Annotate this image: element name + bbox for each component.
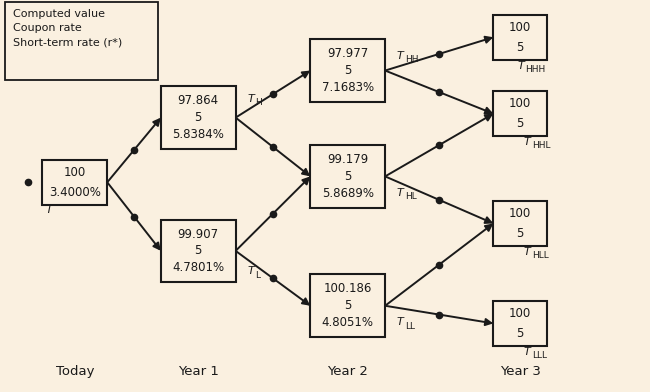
Text: HH: HH <box>405 55 419 64</box>
Bar <box>161 220 235 282</box>
Text: HL: HL <box>405 192 417 201</box>
Text: 97.864: 97.864 <box>177 94 219 107</box>
Text: L: L <box>255 271 261 279</box>
Bar <box>493 201 547 246</box>
Bar <box>42 160 107 205</box>
Text: $\mathregular{T}$: $\mathregular{T}$ <box>247 92 257 104</box>
Text: H: H <box>255 98 262 107</box>
Text: 99.179: 99.179 <box>327 153 369 166</box>
Bar <box>311 39 385 102</box>
Text: $\mathregular{T}$: $\mathregular{T}$ <box>523 245 533 257</box>
Text: 5: 5 <box>344 64 352 77</box>
Text: $\mathregular{T}$: $\mathregular{T}$ <box>517 59 526 71</box>
Text: $\mathregular{T}$: $\mathregular{T}$ <box>247 265 257 276</box>
Bar <box>493 91 547 136</box>
Text: Computed value
Coupon rate
Short-term rate (r*): Computed value Coupon rate Short-term ra… <box>13 9 122 48</box>
Bar <box>161 86 235 149</box>
Text: $\mathregular{T}$: $\mathregular{T}$ <box>396 316 406 327</box>
Bar <box>493 15 547 60</box>
Text: 5: 5 <box>516 227 524 240</box>
Bar <box>311 274 385 337</box>
Text: Year 1: Year 1 <box>178 365 218 378</box>
Text: 5: 5 <box>194 111 202 124</box>
Text: 4.7801%: 4.7801% <box>172 261 224 274</box>
Text: HHH: HHH <box>525 65 545 74</box>
Text: HHL: HHL <box>532 142 550 150</box>
Bar <box>311 145 385 208</box>
Text: 5.8384%: 5.8384% <box>172 128 224 141</box>
Text: 5: 5 <box>516 41 524 54</box>
Text: 100: 100 <box>509 207 531 220</box>
Text: 5: 5 <box>344 299 352 312</box>
Bar <box>493 301 547 346</box>
Text: HLL: HLL <box>532 251 549 260</box>
Text: 100.186: 100.186 <box>324 282 372 296</box>
Text: T: T <box>46 205 52 215</box>
Text: 5.8689%: 5.8689% <box>322 187 374 200</box>
Text: LL: LL <box>405 322 415 330</box>
Text: 5: 5 <box>516 327 524 340</box>
Text: Year 3: Year 3 <box>500 365 540 378</box>
Text: 5: 5 <box>516 117 524 131</box>
Text: 100: 100 <box>509 20 531 34</box>
Text: 4.8051%: 4.8051% <box>322 316 374 329</box>
Text: LLL: LLL <box>532 351 547 360</box>
Text: 100: 100 <box>509 307 531 320</box>
Text: 100: 100 <box>509 97 531 110</box>
Text: 97.977: 97.977 <box>327 47 369 60</box>
Text: 7.1683%: 7.1683% <box>322 81 374 94</box>
Text: $\mathregular{T}$: $\mathregular{T}$ <box>396 49 406 61</box>
Text: $\mathregular{T}$: $\mathregular{T}$ <box>523 135 533 147</box>
Text: Today: Today <box>55 365 94 378</box>
Text: $\mathregular{T}$: $\mathregular{T}$ <box>396 186 406 198</box>
Text: 100: 100 <box>64 165 86 179</box>
Bar <box>5 2 158 80</box>
Text: $\mathregular{T}$: $\mathregular{T}$ <box>523 345 533 357</box>
Text: 99.907: 99.907 <box>177 227 219 241</box>
Text: 5: 5 <box>194 244 202 258</box>
Text: Year 2: Year 2 <box>328 365 368 378</box>
Text: 5: 5 <box>344 170 352 183</box>
Text: 3.4000%: 3.4000% <box>49 186 101 199</box>
